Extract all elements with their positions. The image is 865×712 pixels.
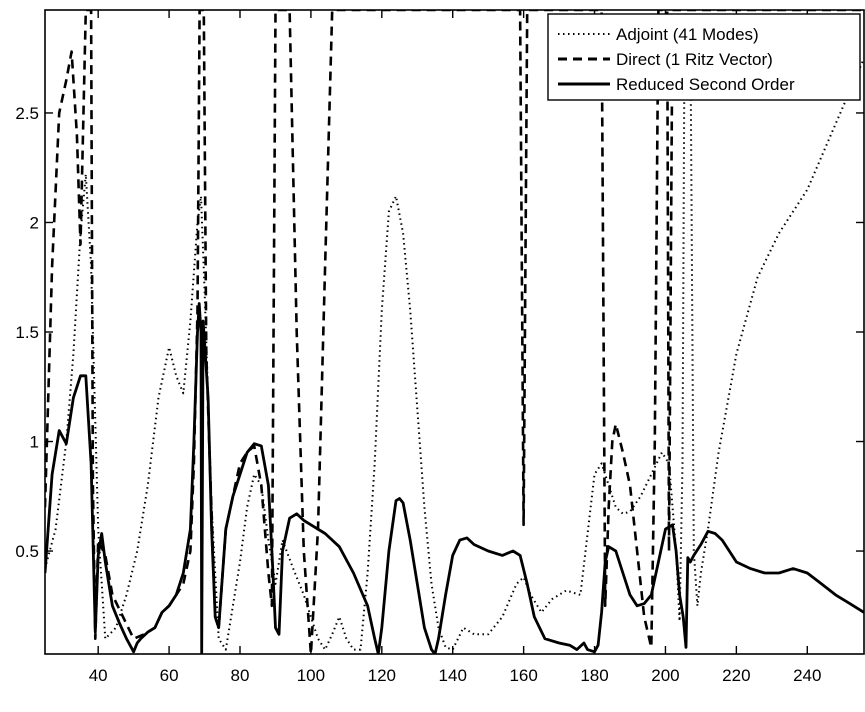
x-tick-label: 160 [509,666,537,685]
x-axis: 40 60 80 100 120 140 160 180 200 220 240 [89,10,821,685]
x-tick-label: 180 [580,666,608,685]
x-tick-label: 60 [160,666,179,685]
y-tick-label: 0.5 [15,542,39,561]
x-tick-label: 100 [297,666,325,685]
x-tick-label: 80 [231,666,250,685]
series-layer [45,10,864,654]
x-tick-label: 200 [651,666,679,685]
legend-label-adjoint: Adjoint (41 Modes) [616,25,759,44]
x-tick-label: 240 [793,666,821,685]
plot-area [45,10,864,654]
y-tick-label: 2 [30,213,39,232]
x-tick-label: 40 [89,666,108,685]
legend-label-direct: Direct (1 Ritz Vector) [616,50,773,69]
legend: Adjoint (41 Modes) Direct (1 Ritz Vector… [547,13,861,101]
y-tick-label: 1 [30,433,39,452]
y-tick-label: 2.5 [15,104,39,123]
x-tick-label: 220 [722,666,750,685]
x-tick-label: 140 [439,666,467,685]
legend-label-reduced: Reduced Second Order [616,75,795,94]
legend-box [547,13,861,101]
x-tick-label: 120 [368,666,396,685]
y-tick-label: 1.5 [15,323,39,342]
y-axis: 0.5 1 1.5 2 2.5 [15,104,864,561]
series-line-solid [45,302,864,654]
